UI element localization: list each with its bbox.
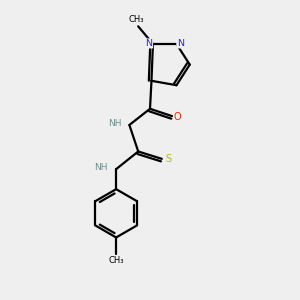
Text: N: N [177, 39, 184, 48]
Text: O: O [174, 112, 181, 122]
Text: CH₃: CH₃ [128, 15, 144, 24]
Text: S: S [165, 154, 171, 164]
Text: N: N [146, 39, 153, 48]
Text: NH: NH [94, 163, 108, 172]
Text: NH: NH [108, 119, 121, 128]
Text: CH₃: CH₃ [108, 256, 124, 265]
